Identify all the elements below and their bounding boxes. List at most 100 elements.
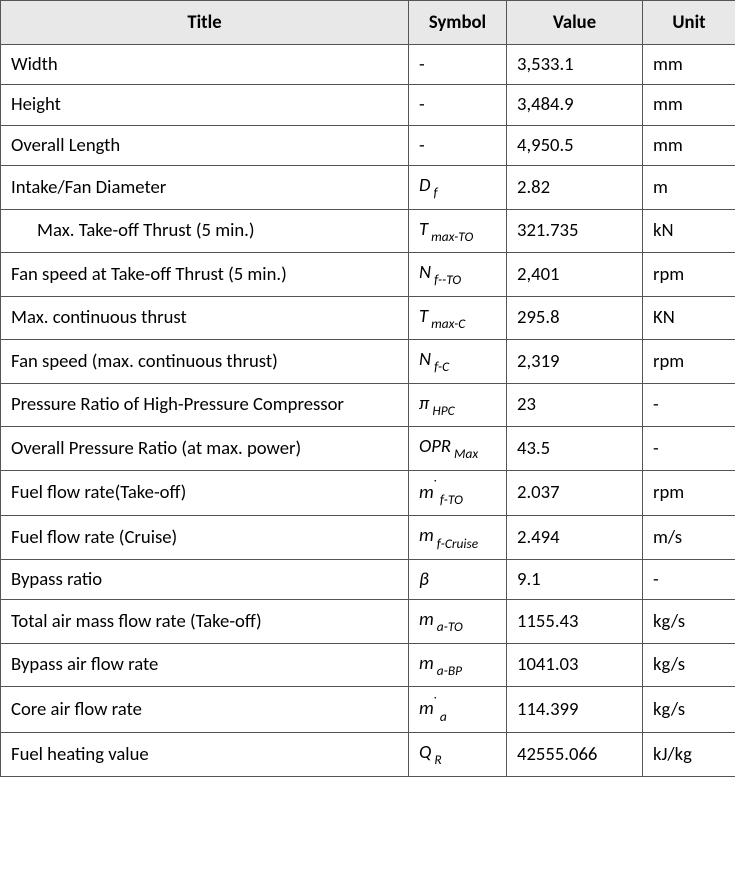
symbol-sub: R	[431, 751, 441, 768]
cell-value: 321.735	[507, 209, 643, 253]
symbol-sub: f	[430, 184, 437, 201]
cell-title: Fan speed (max. continuous thrust)	[1, 340, 409, 384]
table-header: Title Sym­bol Value Unit	[1, 1, 735, 45]
cell-title: Fan speed at Take-off Thrust (5 min.)	[1, 253, 409, 297]
symbol-sub: f--TO	[431, 271, 461, 288]
cell-value: 2,319	[507, 340, 643, 384]
cell-unit: mm	[643, 125, 735, 165]
table-row: Fan speed (max. continuous thrust)N f-C2…	[1, 340, 735, 384]
cell-title: Total air mass flow rate (Take-off)	[1, 600, 409, 644]
cell-unit: KN	[643, 296, 735, 340]
col-header-symbol: Sym­bol	[409, 1, 507, 45]
cell-unit: rpm	[643, 340, 735, 384]
table-row: Fuel heating valueQ R42555.066kJ/kg	[1, 733, 735, 777]
cell-title: Core air flow rate	[1, 687, 409, 733]
cell-title: Fuel heating value	[1, 733, 409, 777]
cell-symbol: D f	[409, 165, 507, 209]
cell-symbol: m f-Cruise	[409, 516, 507, 560]
cell-unit: kg/s	[643, 687, 735, 733]
symbol-sub: Max	[451, 445, 478, 462]
symbol-main: m	[419, 652, 434, 675]
cell-value: 9.1	[507, 559, 643, 599]
symbol-main: D	[419, 174, 430, 197]
symbol-sub: max-C	[428, 315, 465, 332]
cell-value: 2.494	[507, 516, 643, 560]
cell-unit: kg/s	[643, 643, 735, 687]
cell-title: Bypass air flow rate	[1, 643, 409, 687]
table-row: Fuel flow rate(Take-off)m˙ f-TO2.037rpm	[1, 470, 735, 516]
symbol-main: T	[419, 218, 428, 241]
cell-title: Width	[1, 45, 409, 85]
cell-symbol: T max-TO	[409, 209, 507, 253]
cell-value: 4,950.5	[507, 125, 643, 165]
table-row: Intake/Fan DiameterD f2.82m	[1, 165, 735, 209]
cell-title: Fuel flow rate(Take-off)	[1, 470, 409, 516]
cell-unit: kg/s	[643, 600, 735, 644]
cell-unit: m/s	[643, 516, 735, 560]
symbol-main: Q	[419, 741, 431, 764]
cell-unit: rpm	[643, 470, 735, 516]
table-row: Fuel flow rate (Cruise)m f-Cruise2.494m/…	[1, 516, 735, 560]
cell-symbol: N f--TO	[409, 253, 507, 297]
col-header-title: Title	[1, 1, 409, 45]
cell-symbol: π HPC	[409, 383, 507, 427]
spec-table: Title Sym­bol Value Unit Width-3,533.1mm…	[0, 0, 735, 777]
cell-value: 295.8	[507, 296, 643, 340]
cell-value: 2,401	[507, 253, 643, 297]
symbol-main: OPR	[419, 435, 451, 458]
table-row: Max. Take-off Thrust (5 min.)T max-TO321…	[1, 209, 735, 253]
cell-unit: mm	[643, 85, 735, 125]
table-row: Core air flow ratem˙ a114.399kg/s	[1, 687, 735, 733]
cell-symbol: m a-BP	[409, 643, 507, 687]
cell-unit: mm	[643, 45, 735, 85]
table-row: Pressure Ratio of High-Pressure Compress…	[1, 383, 735, 427]
cell-title: Intake/Fan Diameter	[1, 165, 409, 209]
symbol-main: N	[419, 261, 431, 284]
cell-value: 3,533.1	[507, 45, 643, 85]
cell-unit: -	[643, 427, 735, 471]
cell-title: Max. continuous thrust	[1, 296, 409, 340]
cell-value: 1041.03	[507, 643, 643, 687]
symbol-sub: a-TO	[434, 618, 463, 635]
cell-unit: m	[643, 165, 735, 209]
table-body: Width-3,533.1mmHeight-3,484.9mmOverall L…	[1, 45, 735, 777]
cell-value: 1155.43	[507, 600, 643, 644]
symbol-main: π	[419, 392, 429, 415]
cell-symbol: -	[409, 125, 507, 165]
cell-value: 3,484.9	[507, 85, 643, 125]
cell-unit: -	[643, 383, 735, 427]
table-row: Width-3,533.1mm	[1, 45, 735, 85]
symbol-main: β	[419, 568, 429, 591]
cell-value: 2.037	[507, 470, 643, 516]
cell-title: Pressure Ratio of High-Pressure Compress…	[1, 383, 409, 427]
cell-unit: rpm	[643, 253, 735, 297]
cell-symbol: β	[409, 559, 507, 599]
cell-symbol: m˙ f-TO	[409, 470, 507, 516]
symbol-sub: a	[437, 708, 447, 725]
cell-value: 42555.066	[507, 733, 643, 777]
cell-title: Fuel flow rate (Cruise)	[1, 516, 409, 560]
cell-symbol: m a-TO	[409, 600, 507, 644]
cell-symbol: N f-C	[409, 340, 507, 384]
symbol-sub: a-BP	[434, 662, 462, 679]
cell-title: Height	[1, 85, 409, 125]
cell-unit: kN	[643, 209, 735, 253]
symbol-sub: HPC	[429, 402, 454, 419]
cell-symbol: -	[409, 85, 507, 125]
cell-value: 2.82	[507, 165, 643, 209]
symbol-main: m	[419, 698, 434, 721]
cell-title: Overall Length	[1, 125, 409, 165]
table-row: Total air mass flow rate (Take-off)m a-T…	[1, 600, 735, 644]
cell-title: Bypass ratio	[1, 559, 409, 599]
cell-symbol: T max-C	[409, 296, 507, 340]
cell-title: Overall Pressure Ratio (at max. power)	[1, 427, 409, 471]
cell-value: 23	[507, 383, 643, 427]
symbol-sub: f-TO	[437, 491, 463, 508]
cell-symbol: Q R	[409, 733, 507, 777]
symbol-main: m	[419, 524, 434, 547]
cell-value: 43.5	[507, 427, 643, 471]
symbol-main: m	[419, 608, 434, 631]
cell-unit: kJ/kg	[643, 733, 735, 777]
cell-value: 114.399	[507, 687, 643, 733]
table-row: Height-3,484.9mm	[1, 85, 735, 125]
